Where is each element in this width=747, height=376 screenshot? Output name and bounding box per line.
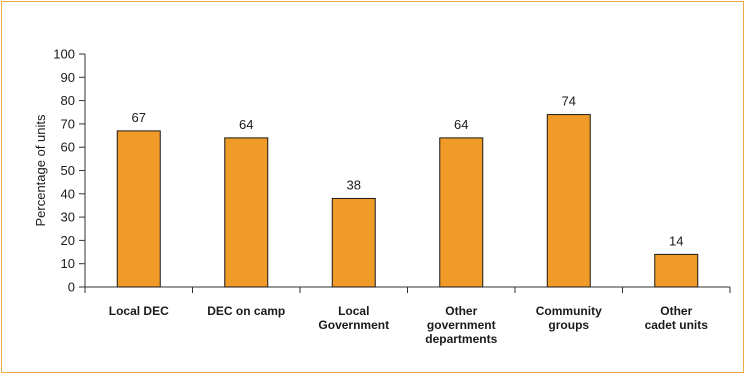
bar <box>439 137 484 288</box>
x-axis <box>84 286 731 293</box>
y-tick-label: 100 <box>53 47 75 62</box>
category-label-line: government <box>427 318 496 332</box>
y-tick-label: 60 <box>61 140 75 155</box>
bar <box>116 130 161 288</box>
data-label: 64 <box>239 117 253 132</box>
data-label: 14 <box>669 233 683 248</box>
category-label-line: cadet units <box>645 318 709 332</box>
y-tick-label: 20 <box>61 233 75 248</box>
category-label: Local Government <box>318 304 389 332</box>
category-label-line: Government <box>318 318 389 332</box>
y-tick-label: 40 <box>61 186 75 201</box>
y-tick-label: 80 <box>61 93 75 108</box>
category-label-line: Local <box>338 304 369 318</box>
category-label: Other government departments <box>425 304 497 346</box>
data-label: 64 <box>454 117 468 132</box>
y-tick-label: 30 <box>61 210 75 225</box>
y-tick-label: 50 <box>61 163 75 178</box>
data-label: 74 <box>562 94 576 109</box>
category-label: Local DEC <box>109 304 169 318</box>
bars <box>116 114 699 288</box>
category-label: Other cadet units <box>645 304 709 332</box>
bar <box>654 253 699 288</box>
category-label-line: Community <box>536 304 602 318</box>
data-label: 38 <box>347 177 361 192</box>
category-label: DEC on camp <box>207 304 285 318</box>
y-tick-label: 70 <box>61 116 75 131</box>
category-label-line: departments <box>425 332 497 346</box>
bar <box>546 114 591 288</box>
y-tick-label: 10 <box>61 256 75 271</box>
data-label: 67 <box>132 110 146 125</box>
y-axis-title: Percentage of units <box>33 114 48 227</box>
category-label-line: Other <box>660 304 692 318</box>
y-tick-label: 90 <box>61 70 75 85</box>
bar <box>331 197 376 288</box>
category-label-line: groups <box>548 318 589 332</box>
category-labels: Local DEC DEC on camp Local Government Other… <box>109 304 709 346</box>
category-label-line: DEC on camp <box>207 304 285 318</box>
category-label-line: Local DEC <box>109 304 169 318</box>
y-axis: 0 10 20 30 40 50 60 70 80 90 100 <box>53 47 86 295</box>
category-label: Community groups <box>536 304 602 332</box>
y-tick-label: 0 <box>68 280 75 295</box>
data-labels: 67 64 38 64 74 14 <box>132 94 684 249</box>
category-label-line: Other <box>445 304 477 318</box>
bar <box>224 137 269 288</box>
